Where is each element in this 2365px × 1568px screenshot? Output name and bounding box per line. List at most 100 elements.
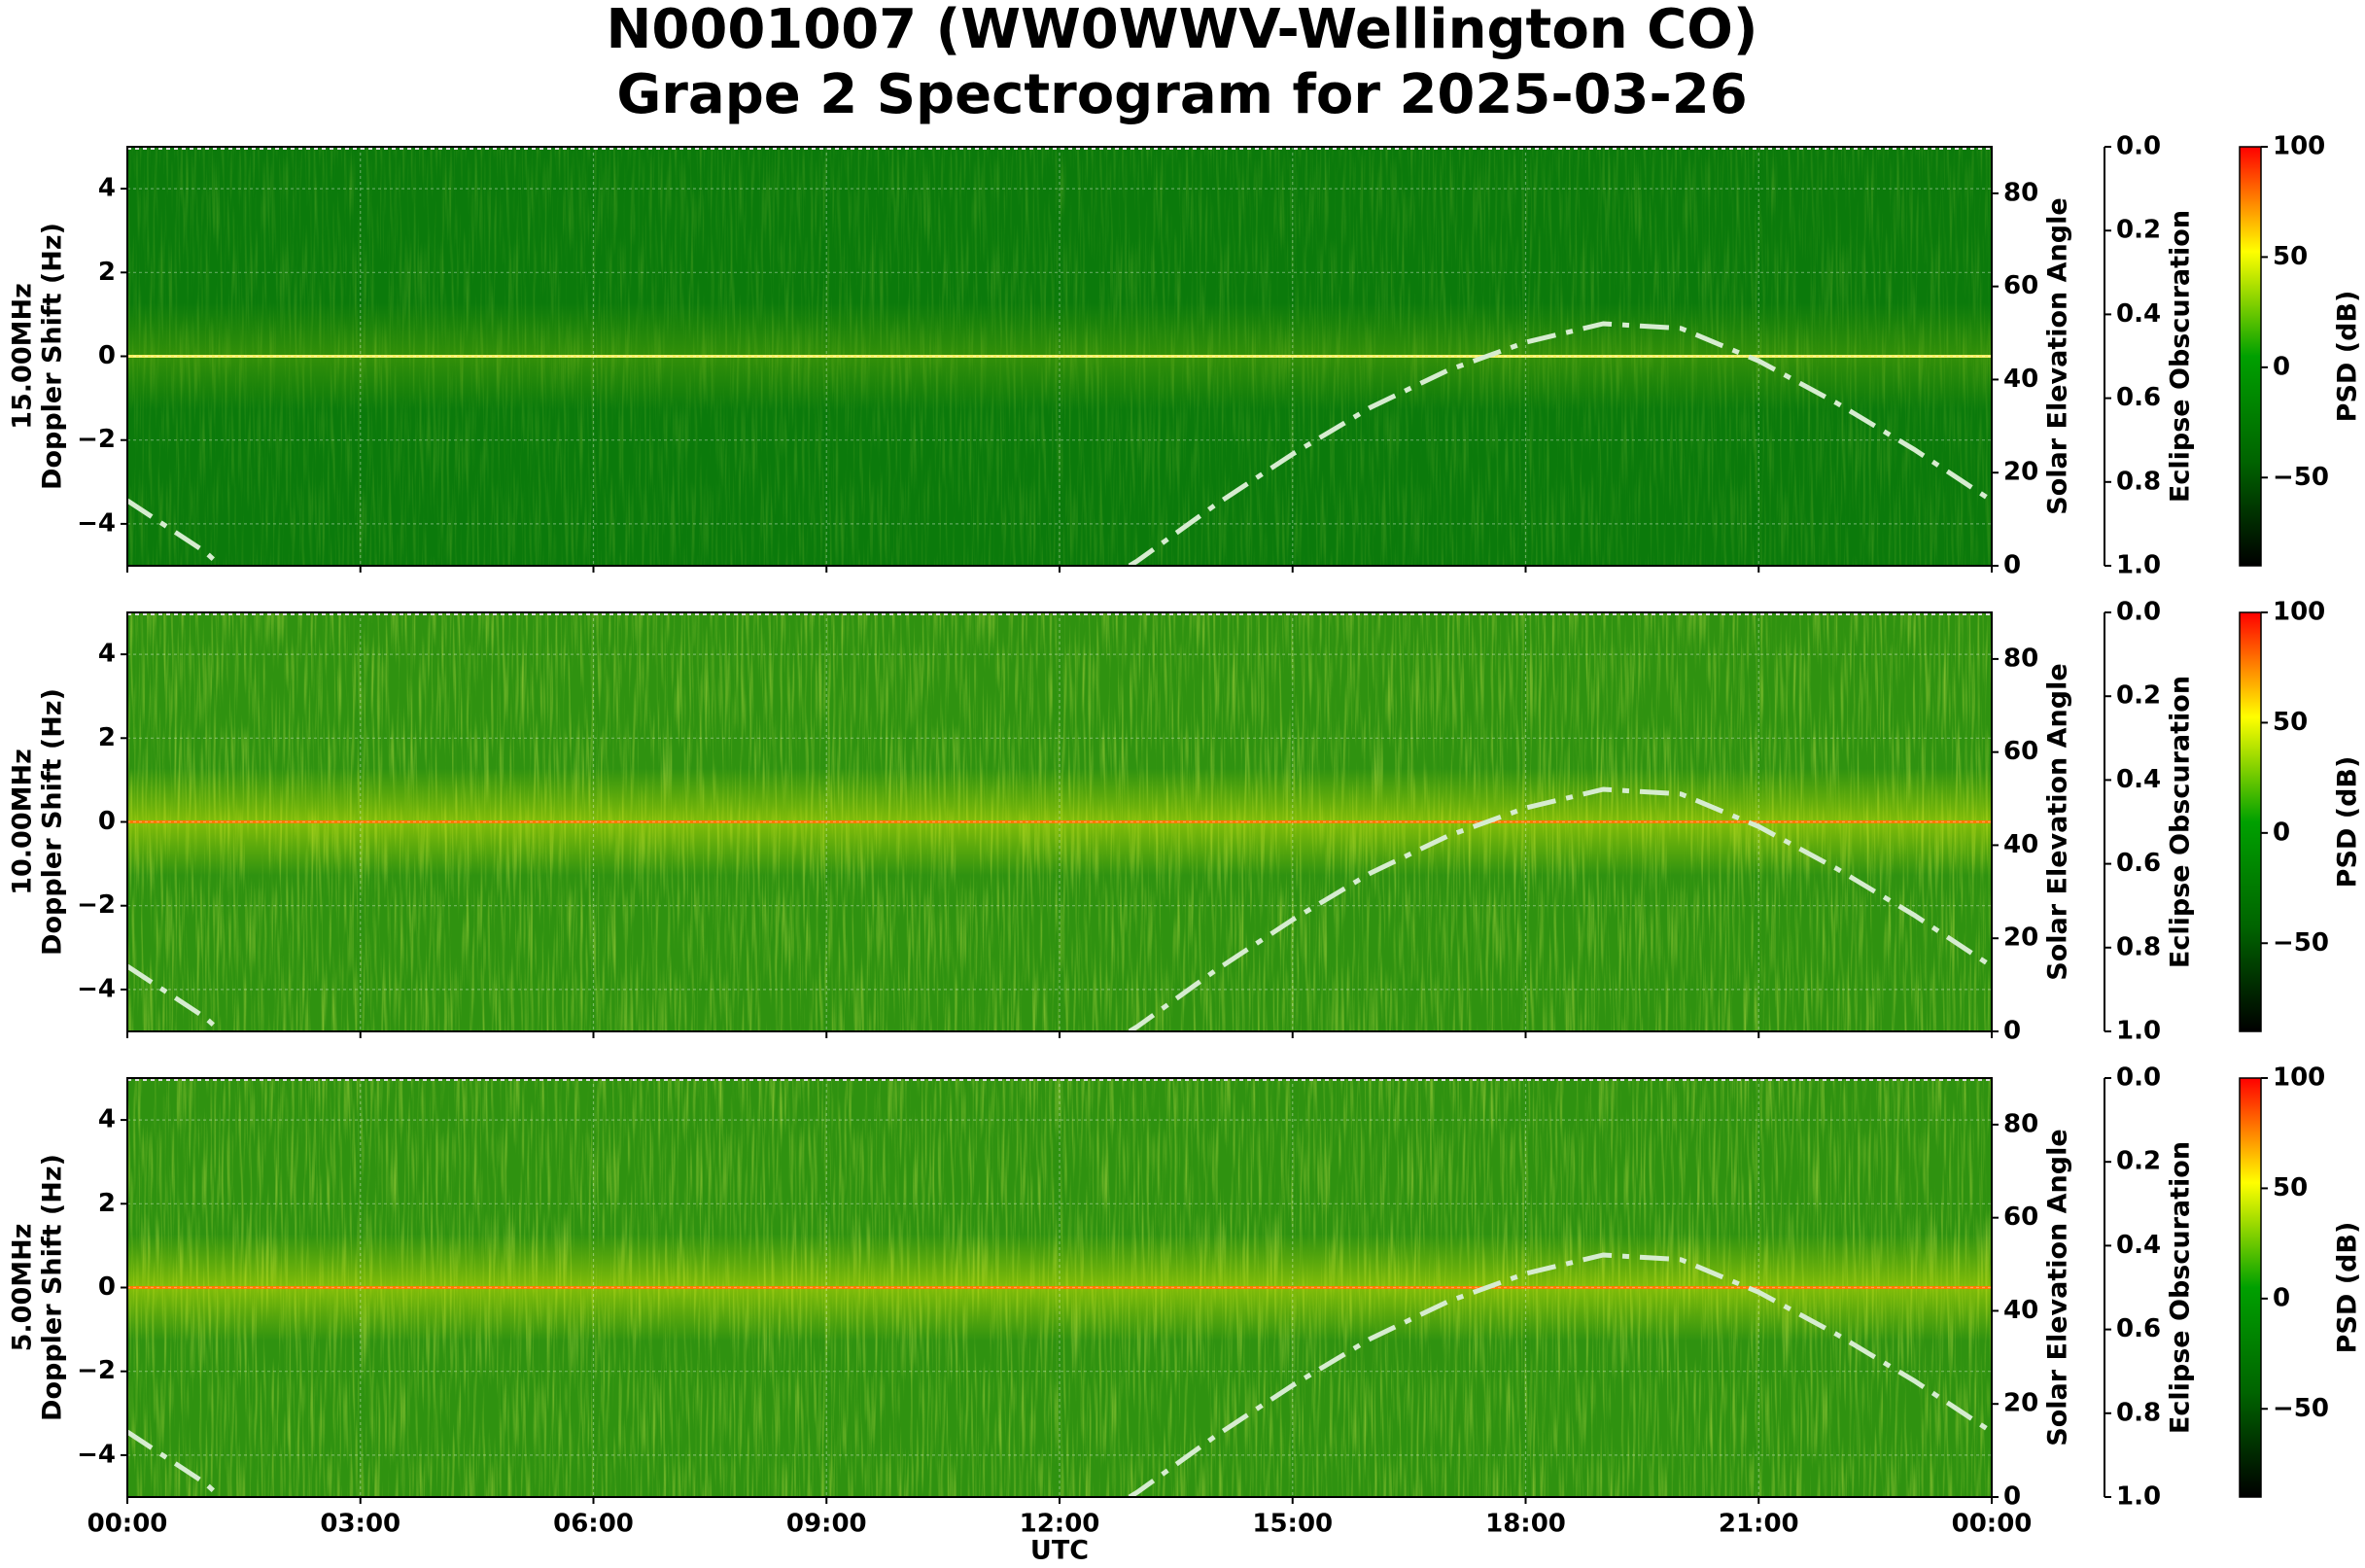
- colorbar-tick-label: 0: [2273, 352, 2290, 381]
- colorbar-tick-label: 100: [2273, 598, 2325, 627]
- colorbar-label: PSD (dB): [2333, 1222, 2363, 1354]
- solar-elevation-line: [127, 786, 1992, 1031]
- x-tick-label: 18:00: [1485, 1510, 1566, 1539]
- y2-tick-label: 20: [2003, 1389, 2038, 1418]
- y-label: Doppler Shift (Hz): [38, 688, 68, 956]
- colorbar-tick-label: 100: [2273, 1063, 2325, 1093]
- y3-tick-label: 0.8: [2116, 1398, 2161, 1427]
- y2-label: Solar Elevation Angle: [2043, 197, 2073, 514]
- x-tick-label: 03:00: [320, 1510, 400, 1539]
- x-tick-label: 00:00: [87, 1510, 168, 1539]
- x-tick-label: 12:00: [1020, 1510, 1100, 1539]
- colorbar-tick-label: 50: [2273, 708, 2308, 737]
- y3-tick-label: 0.2: [2116, 1147, 2161, 1176]
- title-line-1: N0001007 (WW0WWV-Wellington CO): [607, 0, 1758, 61]
- colorbar-tick-label: −50: [2273, 463, 2329, 492]
- y2-tick-label: 80: [2003, 644, 2038, 673]
- colorbar-tick-label: 0: [2273, 1283, 2290, 1312]
- y-tick-label: −2: [77, 1356, 116, 1385]
- y-tick-label: 4: [98, 174, 116, 203]
- y3-tick-label: 1.0: [2116, 1482, 2161, 1512]
- colorbar-tick-label: 100: [2273, 132, 2325, 161]
- y2-tick-label: 20: [2003, 923, 2038, 953]
- plot-frame: [126, 1077, 1993, 1498]
- y2-label: Solar Elevation Angle: [2043, 1129, 2073, 1446]
- x-tick-label: 21:00: [1719, 1510, 1799, 1539]
- y2-tick-label: 0: [2003, 1482, 2021, 1512]
- y3-tick-label: 0.6: [2116, 849, 2161, 878]
- colorbar-tick-label: −50: [2273, 928, 2329, 958]
- y3-label: Eclipse Obscuration: [2166, 1141, 2196, 1434]
- y3-tick-label: 0.6: [2116, 1314, 2161, 1343]
- y2-label: Solar Elevation Angle: [2043, 663, 2073, 980]
- colorbar: [2239, 611, 2262, 1032]
- x-label: UTC: [1030, 1536, 1089, 1566]
- y-tick-label: 0: [98, 341, 116, 370]
- y-label: Doppler Shift (Hz): [38, 1154, 68, 1421]
- y2-tick-label: 60: [2003, 1202, 2038, 1232]
- y-tick-label: 0: [98, 1272, 116, 1302]
- y2-tick-label: 40: [2003, 830, 2038, 859]
- y-tick-label: 4: [98, 640, 116, 669]
- x-tick-label: 09:00: [786, 1510, 867, 1539]
- colorbar-label: PSD (dB): [2333, 291, 2363, 423]
- colorbar-tick-label: 0: [2273, 818, 2290, 847]
- y2-tick-label: 40: [2003, 1296, 2038, 1325]
- y2-tick-label: 0: [2003, 1017, 2021, 1046]
- y2-tick-label: 40: [2003, 365, 2038, 394]
- colorbar-tick-label: 50: [2273, 242, 2308, 271]
- y3-tick-label: 0.4: [2116, 299, 2161, 329]
- plot-area: [127, 147, 1992, 566]
- y2-tick-label: 80: [2003, 1109, 2038, 1138]
- solar-elevation-line: [127, 321, 1992, 566]
- y2-tick-label: 60: [2003, 271, 2038, 300]
- y-tick-label: 0: [98, 807, 116, 836]
- y-label: Doppler Shift (Hz): [38, 223, 68, 490]
- y-tick-label: −4: [77, 974, 116, 1003]
- plot-frame: [126, 146, 1993, 567]
- y-tick-label: 4: [98, 1105, 116, 1134]
- y-tick-label: 2: [98, 723, 116, 752]
- y3-tick-label: 0.0: [2116, 1063, 2161, 1093]
- y3-tick-label: 0.2: [2116, 216, 2161, 245]
- colorbar-tick-label: 50: [2273, 1173, 2308, 1202]
- y3-label: Eclipse Obscuration: [2166, 210, 2196, 503]
- title-line-2: Grape 2 Spectrogram for 2025-03-26: [616, 63, 1747, 126]
- y3-tick-label: 1.0: [2116, 1017, 2161, 1046]
- solar-elevation-line: [127, 1252, 1992, 1497]
- plot-area: [127, 1078, 1992, 1497]
- y-tick-label: −2: [77, 890, 116, 920]
- x-tick-label: 00:00: [1952, 1510, 2033, 1539]
- y3-tick-label: 0.4: [2116, 1231, 2161, 1260]
- y3-tick-label: 0.8: [2116, 467, 2161, 496]
- y3-tick-label: 0.6: [2116, 383, 2161, 412]
- y3-tick-label: 0.0: [2116, 598, 2161, 627]
- y2-tick-label: 80: [2003, 178, 2038, 207]
- y-label-freq: 10.00MHz: [8, 749, 38, 895]
- y3-tick-label: 1.0: [2116, 551, 2161, 580]
- x-tick-label: 15:00: [1252, 1510, 1333, 1539]
- y2-tick-label: 60: [2003, 737, 2038, 766]
- plot-area: [127, 612, 1992, 1031]
- colorbar-tick-label: −50: [2273, 1394, 2329, 1423]
- y-tick-label: 2: [98, 258, 116, 287]
- y-tick-label: −2: [77, 425, 116, 454]
- y2-tick-label: 0: [2003, 551, 2021, 580]
- y2-tick-label: 20: [2003, 458, 2038, 487]
- colorbar-label: PSD (dB): [2333, 756, 2363, 889]
- colorbar: [2239, 1077, 2262, 1498]
- y3-tick-label: 0.8: [2116, 932, 2161, 961]
- y-tick-label: 2: [98, 1189, 116, 1218]
- x-tick-label: 06:00: [553, 1510, 634, 1539]
- y-tick-label: −4: [77, 1440, 116, 1469]
- y3-label: Eclipse Obscuration: [2166, 676, 2196, 968]
- y3-tick-label: 0.4: [2116, 765, 2161, 794]
- colorbar: [2239, 146, 2262, 567]
- y3-tick-label: 0.2: [2116, 681, 2161, 711]
- y-tick-label: −4: [77, 508, 116, 538]
- y3-tick-label: 0.0: [2116, 132, 2161, 161]
- y-label-freq: 5.00MHz: [8, 1224, 38, 1352]
- plot-frame: [126, 611, 1993, 1032]
- y-label-freq: 15.00MHz: [8, 283, 38, 430]
